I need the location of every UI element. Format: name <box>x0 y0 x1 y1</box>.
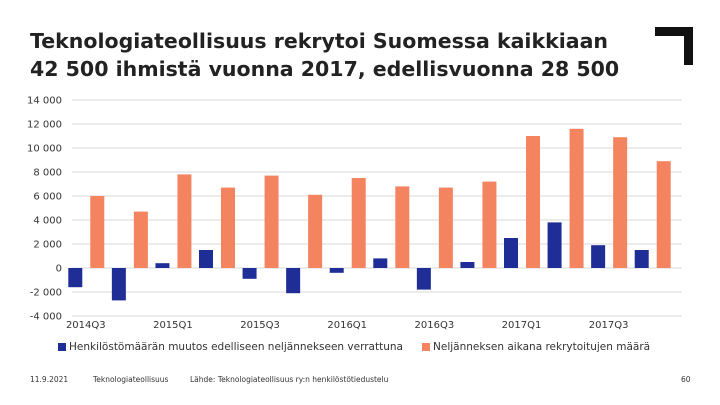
legend-label-series-1: Henkilöstömäärän muutos edelliseen neljä… <box>69 341 403 353</box>
bars <box>68 128 671 301</box>
bar-recruits <box>438 187 453 268</box>
bar-recruits <box>177 174 192 268</box>
footer-source: Lähde: Teknologiateollisuus ry:n henkilö… <box>190 375 389 384</box>
chart-legend: Henkilöstömäärän muutos edelliseen neljä… <box>0 341 720 357</box>
title-line-1: Teknologiateollisuus rekrytoi Suomessa k… <box>30 29 609 53</box>
bar-recruits <box>613 137 628 268</box>
corner-logo-icon <box>655 27 693 65</box>
bar-headcount-change <box>286 268 301 294</box>
x-tick-label: 2017Q1 <box>502 320 542 331</box>
bar-headcount-change <box>329 268 344 273</box>
y-tick-label: -4 000 <box>30 312 62 323</box>
y-tick-label: 10 000 <box>27 144 62 155</box>
footer-org: Teknologiateollisuus <box>93 375 169 384</box>
bar-headcount-change <box>242 268 257 279</box>
corner-logo-shape <box>655 27 693 65</box>
bar-headcount-change <box>155 263 170 268</box>
gridlines <box>72 99 682 317</box>
x-tick-label: 2015Q3 <box>240 320 280 331</box>
bar-recruits <box>656 161 671 268</box>
footer-date: 11.9.2021 <box>30 375 69 384</box>
bar-headcount-change <box>416 268 431 290</box>
y-axis-tick-labels: -4 000 -2 000 0 2 000 4 000 6 000 8 000 10 000 1… <box>27 96 62 323</box>
legend-label-series-2: Neljänneksen aikana rekrytoitujen määrä <box>433 341 651 353</box>
x-tick-label: 2016Q1 <box>327 320 367 331</box>
x-tick-label: 2016Q3 <box>415 320 455 331</box>
bar-recruits <box>351 178 366 268</box>
bar-headcount-change <box>373 258 388 268</box>
bar-headcount-change <box>634 250 649 268</box>
legend-item-series-2: Neljänneksen aikana rekrytoitujen määrä <box>422 341 650 353</box>
bar-headcount-change <box>460 262 475 268</box>
y-tick-label: 0 <box>56 264 62 275</box>
x-tick-label: 2015Q1 <box>153 320 193 331</box>
bar-headcount-change <box>547 222 562 268</box>
bar-headcount-change <box>504 238 518 268</box>
bar-recruits <box>264 175 279 268</box>
y-tick-label: 2 000 <box>33 240 62 251</box>
x-axis-tick-labels: 2014Q3 2015Q1 2015Q3 2016Q1 2016Q3 2017Q1 2017… <box>66 320 629 331</box>
y-tick-label: 14 000 <box>27 96 62 107</box>
y-tick-label: 8 000 <box>33 168 62 179</box>
bar-recruits <box>308 194 323 268</box>
footer-page-number: 60 <box>681 375 691 384</box>
legend-swatch-series-2 <box>422 343 430 351</box>
bar-headcount-change <box>111 268 126 301</box>
y-tick-label: 12 000 <box>27 120 62 131</box>
y-tick-label: 4 000 <box>33 216 62 227</box>
bar-recruits <box>526 136 540 268</box>
y-tick-label: -2 000 <box>30 288 62 299</box>
x-tick-label: 2014Q3 <box>66 320 106 331</box>
y-tick-label: 6 000 <box>33 192 62 203</box>
bar-recruits <box>90 196 105 268</box>
bar-recruits <box>133 211 148 268</box>
bar-recruits <box>395 186 410 268</box>
bar-recruits <box>569 128 584 268</box>
page-title: Teknologiateollisuus rekrytoi Suomessa k… <box>30 27 650 83</box>
x-tick-label: 2017Q3 <box>589 320 629 331</box>
bar-headcount-change <box>68 268 83 288</box>
bar-recruits <box>482 181 497 268</box>
bar-headcount-change <box>199 250 213 268</box>
title-line-2: 42 500 ihmistä vuonna 2017, edellisvuonn… <box>30 57 620 81</box>
bar-chart: -4 000 -2 000 0 2 000 4 000 6 000 8 000 10 000 1… <box>27 96 682 331</box>
legend-swatch-series-1 <box>58 343 66 351</box>
bar-headcount-change <box>591 245 606 268</box>
legend-item-series-1: Henkilöstömäärän muutos edelliseen neljä… <box>58 341 403 353</box>
bar-recruits <box>221 187 235 268</box>
